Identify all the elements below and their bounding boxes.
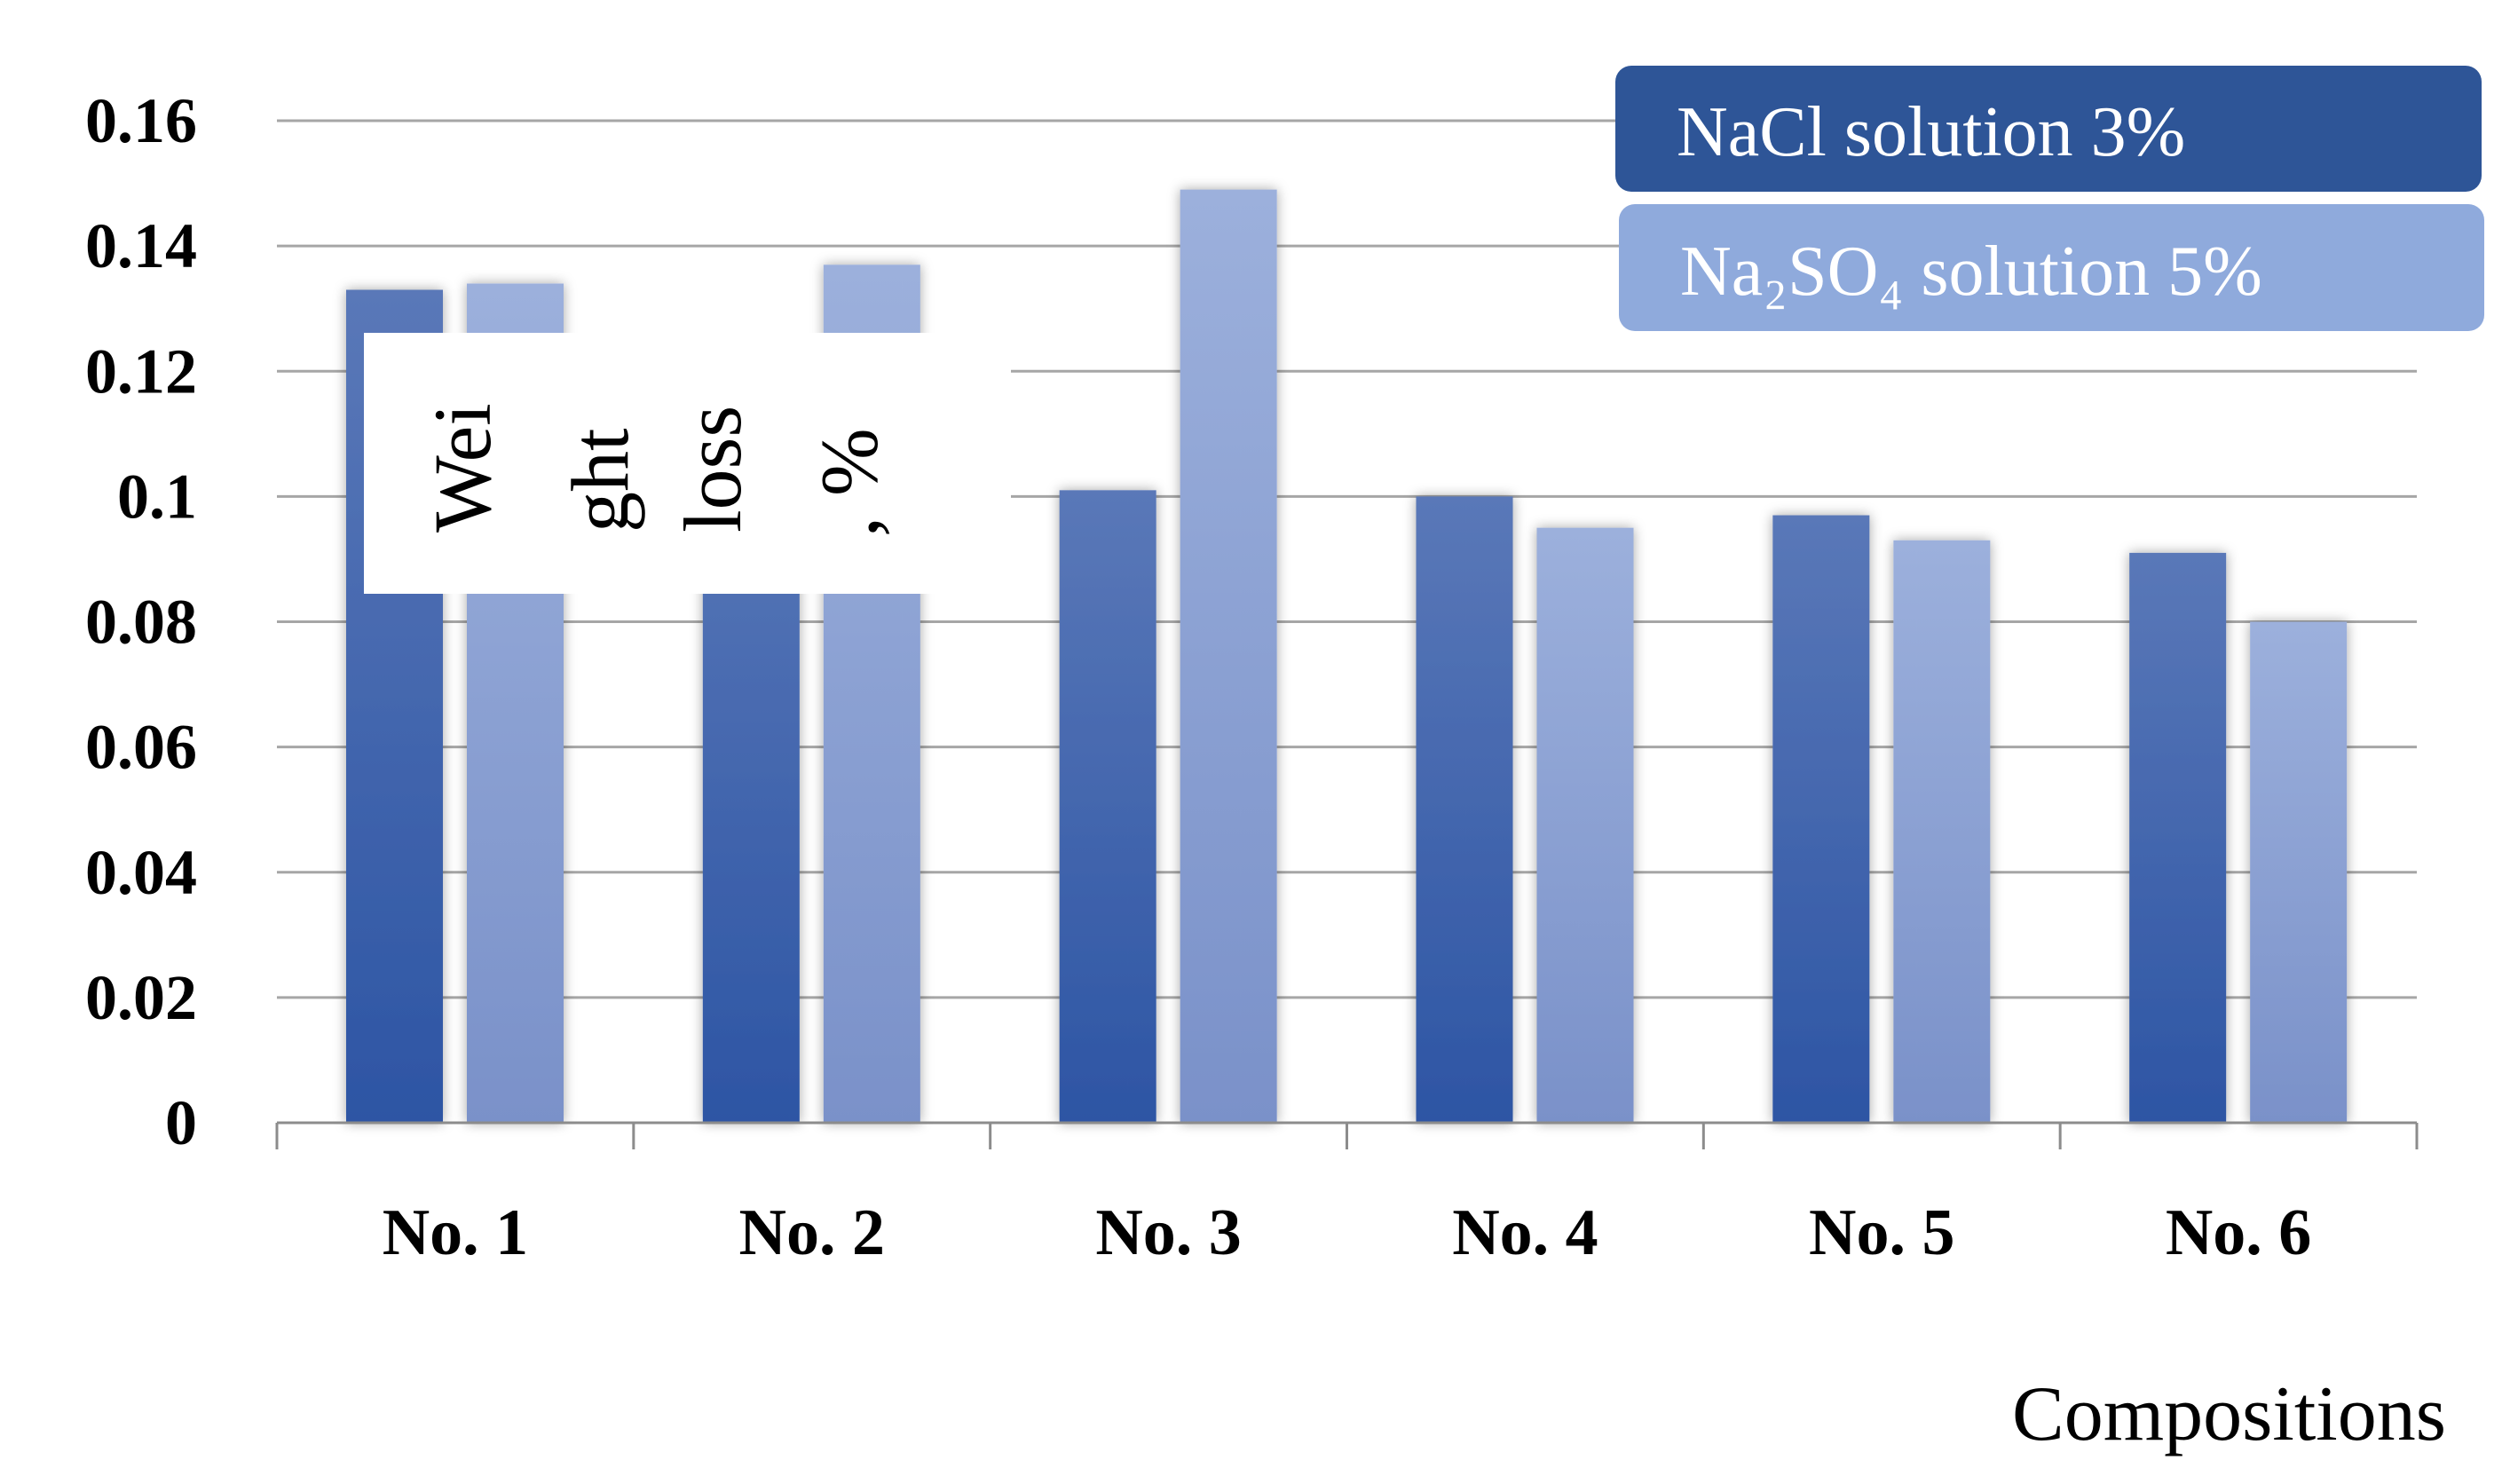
bar-na2so4 [2250,621,2348,1123]
y-tick-label: 0.06 [85,712,197,783]
x-tick-labels: No. 1 No. 2 No. 3 No. 4 No. 5 No. 6 [383,1196,2312,1269]
y-tick-label: 0 [165,1087,197,1158]
y-axis-label-part: loss [667,406,758,533]
legend-label-na2so4: Na₂SO₄ solution 5% [1680,233,2262,311]
bar-na2so4 [1893,540,1991,1123]
legend: NaCl solution 3% Na₂SO₄ solution 5% [1615,66,2484,331]
x-tick-label: No. 3 [1095,1196,1241,1269]
y-axis-label-part: ght [555,428,645,533]
legend-label-nacl: NaCl solution 3% [1677,93,2185,171]
x-tick-label: No. 1 [383,1196,528,1269]
bar-nacl [1059,490,1156,1123]
y-tick-label: 0.02 [85,962,197,1033]
y-axis-label-part: , % [804,428,895,537]
y-axis-label-box: Wei ght loss , % [364,333,1011,594]
x-axis [275,1121,2419,1149]
y-tick-label: 0.04 [85,837,197,908]
x-tick-label: No. 4 [1452,1196,1598,1269]
y-tick-label: 0.16 [85,85,197,156]
y-tick-label: 0.14 [85,210,197,281]
legend-swatch-na2so4 [1619,204,2484,331]
x-tick-label: No. 5 [1809,1196,1954,1269]
y-tick-labels: 0 0.02 0.04 0.06 0.08 0.1 0.12 0.14 0.16 [85,85,197,1158]
y-tick-label: 0.08 [85,587,197,658]
y-tick-label: 0.12 [85,335,197,407]
bar-na2so4 [1536,527,1634,1123]
legend-swatch-nacl [1615,66,2482,192]
bar-na2so4 [1180,189,1277,1123]
y-tick-label: 0.1 [117,461,197,532]
x-axis-title: Compositions [2012,1371,2446,1457]
x-tick-label: No. 6 [2166,1196,2311,1269]
bar-nacl [1416,496,1513,1123]
bar-nacl [1772,515,1870,1123]
x-tick-label: No. 2 [739,1196,885,1269]
y-axis-label-part: Wei [417,403,508,533]
bar-nacl [2129,552,2227,1123]
